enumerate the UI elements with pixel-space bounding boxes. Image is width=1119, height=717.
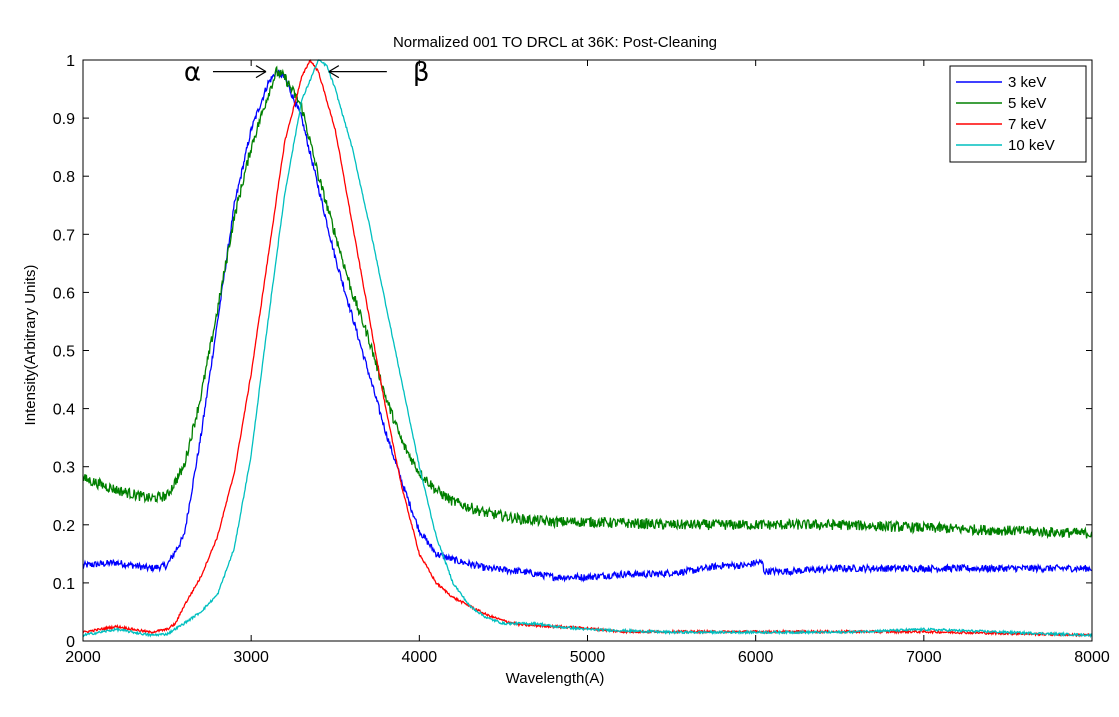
y-tick-label: 0 bbox=[66, 634, 75, 651]
y-tick-label: 0.9 bbox=[53, 111, 75, 128]
y-tick-label: 1 bbox=[66, 53, 75, 70]
x-tick-label: 5000 bbox=[570, 649, 606, 666]
series-line-7-kev bbox=[82, 59, 1093, 638]
y-tick-label: 0.8 bbox=[53, 169, 75, 186]
y-axis-label: Intensity(Arbitrary Units) bbox=[22, 265, 39, 426]
y-tick-label: 0.2 bbox=[53, 518, 75, 535]
annotation-alpha: α bbox=[184, 58, 267, 88]
x-tick-label: 3000 bbox=[233, 649, 269, 666]
annotation-arrow-head bbox=[328, 65, 340, 79]
y-tick-label: 0.1 bbox=[53, 576, 75, 593]
series-layer bbox=[82, 59, 1093, 639]
annotation-beta: β bbox=[328, 58, 430, 88]
y-tick-label: 0.5 bbox=[53, 344, 75, 361]
x-axis-label: Wavelength(A) bbox=[506, 670, 605, 687]
series-line-10-kev bbox=[82, 59, 1093, 639]
y-tick-label: 0.4 bbox=[53, 402, 75, 419]
legend-label: 5 keV bbox=[1008, 95, 1046, 112]
series-line-3-kev bbox=[82, 67, 1093, 583]
chart-title: Normalized 001 TO DRCL at 36K: Post-Clea… bbox=[393, 34, 717, 51]
legend: 3 keV 5 keV 7 keV 10 keV bbox=[949, 65, 1087, 163]
annotation-label: β bbox=[413, 58, 430, 88]
x-tick-label: 2000 bbox=[65, 649, 101, 666]
x-tick-label: 7000 bbox=[906, 649, 942, 666]
legend-label: 3 keV bbox=[1008, 74, 1046, 91]
y-tick-label: 0.3 bbox=[53, 460, 75, 477]
x-tick-label: 8000 bbox=[1074, 649, 1110, 666]
legend-label: 10 keV bbox=[1008, 137, 1055, 154]
legend-label: 7 keV bbox=[1008, 116, 1046, 133]
y-tick-label: 0.6 bbox=[53, 285, 75, 302]
x-tick-label: 4000 bbox=[402, 649, 438, 666]
y-tick-label: 0.7 bbox=[53, 227, 75, 244]
plot-area bbox=[83, 60, 1092, 641]
x-tick-label: 6000 bbox=[738, 649, 774, 666]
series-line-5-kev bbox=[82, 65, 1093, 540]
tick-layer: 2000 3000 4000 5000 6000 7000 8000 0 0.1 0.2 0.3 0.… bbox=[53, 53, 1110, 666]
annotation-label: α bbox=[184, 58, 201, 88]
annotation-arrow-head bbox=[255, 65, 267, 79]
